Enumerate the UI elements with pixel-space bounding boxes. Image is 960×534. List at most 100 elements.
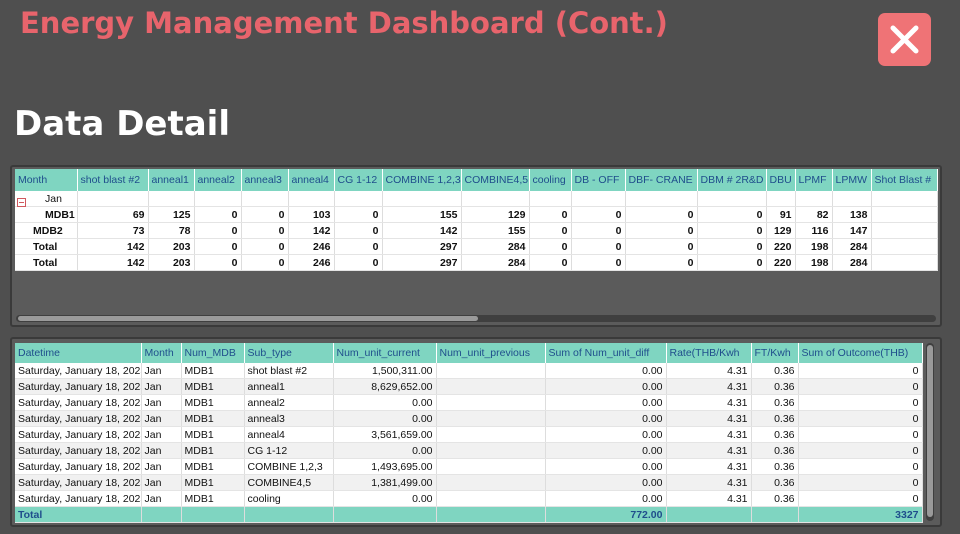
cell	[751, 506, 799, 523]
cell: 103	[288, 206, 335, 223]
cell: Jan	[141, 410, 182, 427]
cell: 142	[77, 238, 149, 255]
cell: 0	[571, 238, 626, 255]
cell: 0	[798, 378, 923, 395]
cell: 0	[798, 394, 923, 411]
detail-panel: Datetime Month Num_MDB Sub_type Num_unit_cur…	[10, 337, 942, 527]
column-header: Month	[141, 343, 182, 363]
data-row: Total 142 203 0 0 246 0 297 284 0 0 0 0 220 198 284	[15, 238, 938, 255]
header-row: Datetime Month Num_MDB Sub_type Num_unit_cur…	[15, 343, 923, 363]
cell: 0.00	[545, 363, 667, 379]
data-row: MDB1 69 125 0 0 103 0 155 129 0 0 0 0 91 82 138	[15, 206, 938, 223]
cell: 73	[77, 222, 149, 239]
cell: 203	[148, 254, 195, 271]
cell: 0	[625, 254, 698, 271]
column-header: Sum of Num_unit_diff	[545, 343, 667, 363]
cell: 4.31	[666, 426, 752, 443]
cell	[436, 490, 546, 507]
column-header: shot blast #2	[77, 169, 149, 191]
column-header: Datetime	[15, 343, 142, 363]
column-header: DBM # 2R&D	[697, 169, 767, 191]
collapse-icon[interactable]	[17, 198, 26, 207]
cell: 4.31	[666, 378, 752, 395]
detail-table: Datetime Month Num_MDB Sub_type Num_unit_cur…	[15, 343, 923, 523]
cell: Jan	[141, 394, 182, 411]
cell	[436, 363, 546, 379]
column-header: anneal4	[288, 169, 335, 191]
cell	[194, 191, 242, 207]
cell: 297	[382, 254, 462, 271]
cell: 0	[241, 222, 289, 239]
scroll-thumb[interactable]	[927, 345, 933, 517]
cell	[141, 506, 182, 523]
cell: 0.00	[545, 458, 667, 475]
cell: 0	[334, 238, 383, 255]
cell: Saturday, January 18, 2025	[15, 458, 142, 475]
cell: 0	[241, 238, 289, 255]
cell: 69	[77, 206, 149, 223]
cell: 0.00	[545, 426, 667, 443]
cell: 155	[461, 222, 530, 239]
cell: 0	[194, 238, 242, 255]
cell: MDB1	[181, 410, 245, 427]
cell: 0.36	[751, 426, 799, 443]
close-button[interactable]	[878, 13, 931, 66]
cell: 82	[795, 206, 833, 223]
section-title: Data Detail	[14, 104, 230, 144]
cell: 0.36	[751, 363, 799, 379]
cell: 284	[461, 254, 530, 271]
cell: 4.31	[666, 442, 752, 459]
cell	[625, 191, 698, 207]
cell: MDB1	[15, 206, 78, 223]
cell: 0	[529, 238, 572, 255]
data-row: Saturday, January 18, 2025 Jan MDB1 anneal4…	[15, 426, 923, 443]
column-header: DB - OFF	[571, 169, 626, 191]
cell: 0.36	[751, 442, 799, 459]
cell: Total	[15, 506, 142, 523]
cell	[436, 458, 546, 475]
cell: 220	[766, 238, 796, 255]
cell: 0	[798, 474, 923, 491]
v-scrollbar[interactable]	[926, 343, 934, 521]
cell: 0	[194, 206, 242, 223]
cell: 284	[461, 238, 530, 255]
cell: 0	[529, 206, 572, 223]
cell: 4.31	[666, 410, 752, 427]
cell: 0.36	[751, 378, 799, 395]
column-header: cooling	[529, 169, 572, 191]
data-row: Saturday, January 18, 2025 Jan MDB1 cooling…	[15, 490, 923, 507]
cell	[461, 191, 530, 207]
column-header: Num_unit_previous	[436, 343, 546, 363]
data-row: MDB2 73 78 0 0 142 0 142 155 0 0 0 0 129 116 147	[15, 222, 938, 239]
cell: 284	[832, 254, 872, 271]
cell	[244, 506, 334, 523]
cell: Saturday, January 18, 2025	[15, 394, 142, 411]
cell: 297	[382, 238, 462, 255]
cell: Saturday, January 18, 2025	[15, 490, 142, 507]
cell	[666, 506, 752, 523]
cell: 4.31	[666, 363, 752, 379]
column-header: Num_unit_current	[333, 343, 437, 363]
cell	[436, 378, 546, 395]
cell: 0	[625, 238, 698, 255]
cell: 142	[288, 222, 335, 239]
scroll-thumb[interactable]	[18, 316, 478, 321]
cell: 0	[798, 490, 923, 507]
cell: 772.00	[545, 506, 667, 523]
cell: 3327	[798, 506, 923, 523]
cell	[697, 191, 767, 207]
cell	[333, 506, 437, 523]
cell	[148, 191, 195, 207]
column-header: Num_MDB	[181, 343, 245, 363]
h-scrollbar[interactable]	[16, 315, 936, 322]
column-header: Shot Blast #	[871, 169, 938, 191]
column-header: DBU	[766, 169, 796, 191]
cell: Jan	[141, 426, 182, 443]
cell: anneal2	[244, 394, 334, 411]
cell: 0	[798, 410, 923, 427]
cell: 0.36	[751, 394, 799, 411]
cell: Jan	[141, 458, 182, 475]
cell: 0.00	[545, 378, 667, 395]
data-row: Saturday, January 18, 2025 Jan MDB1 shot bl…	[15, 363, 923, 379]
